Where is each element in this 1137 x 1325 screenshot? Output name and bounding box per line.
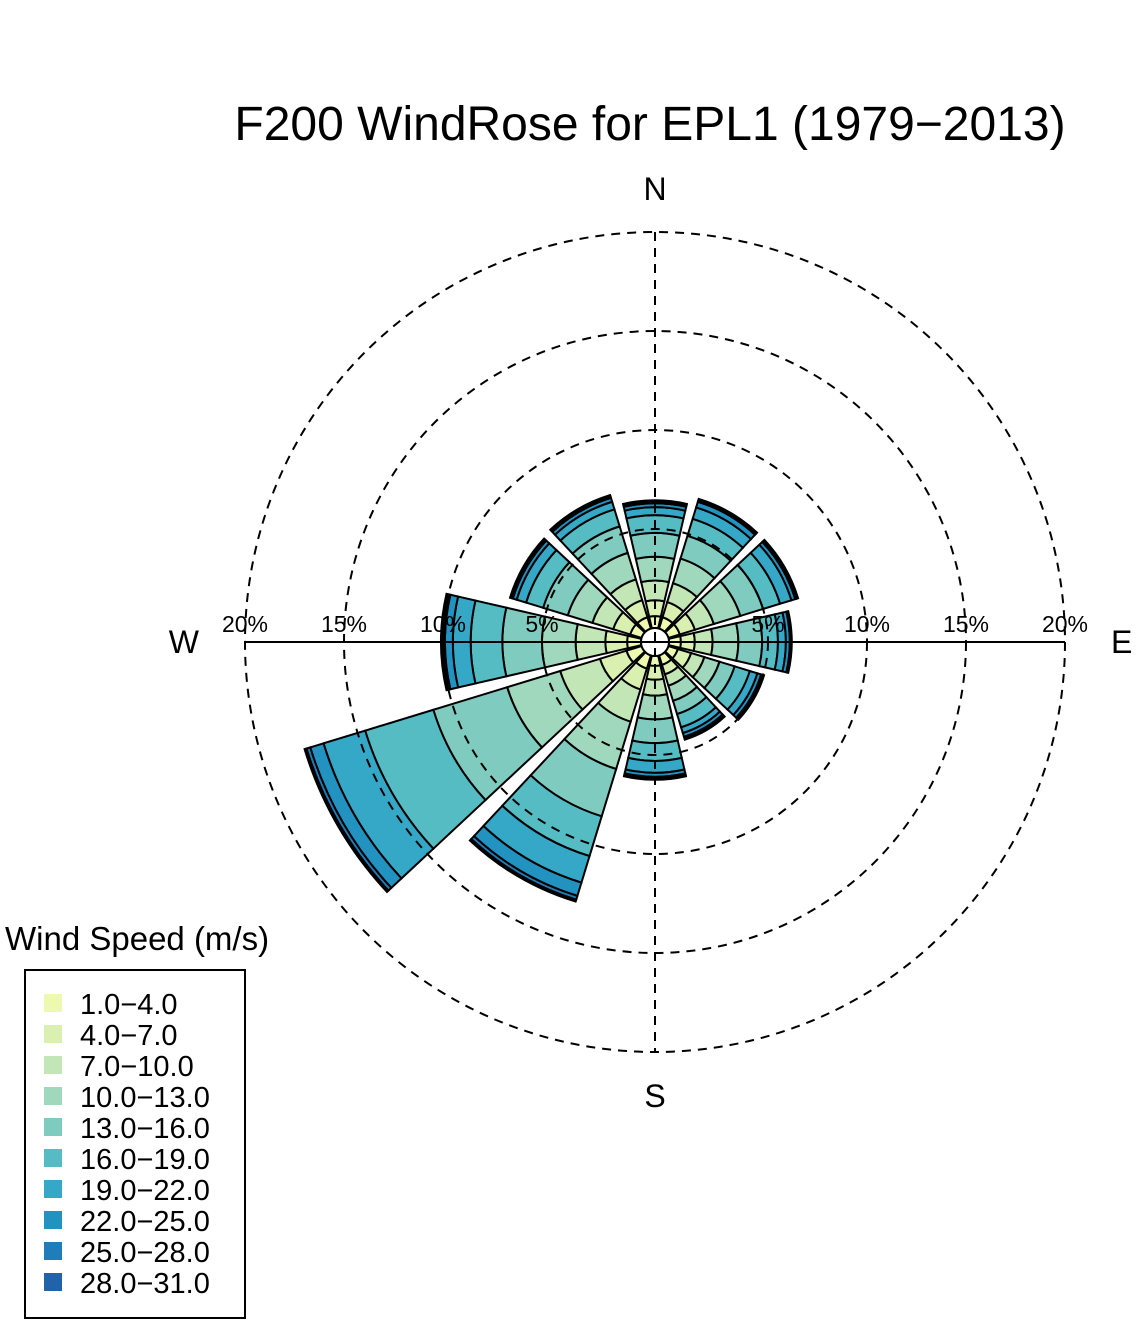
legend-swatch bbox=[44, 1056, 62, 1074]
legend-label: 10.0−13.0 bbox=[80, 1082, 210, 1114]
sector-0-bin-9 bbox=[621, 499, 689, 507]
legend-label: 16.0−19.0 bbox=[80, 1144, 210, 1176]
legend-title: Wind Speed (m/s) bbox=[5, 920, 269, 957]
legend-label: 4.0−7.0 bbox=[80, 1020, 178, 1052]
sector-300-bin-9 bbox=[508, 537, 547, 600]
legend-label: 7.0−10.0 bbox=[80, 1051, 194, 1083]
sector-60-bin-9 bbox=[762, 538, 800, 600]
compass-label-north: N bbox=[643, 171, 666, 207]
legend-label: 1.0−4.0 bbox=[80, 989, 178, 1021]
sector-30-bin-9 bbox=[697, 497, 759, 535]
legend-label: 25.0−28.0 bbox=[80, 1237, 210, 1269]
legend-label: 28.0−31.0 bbox=[80, 1268, 210, 1300]
ring-label-west: 5% bbox=[525, 611, 558, 637]
legend-swatch bbox=[44, 994, 62, 1012]
ring-label-east: 5% bbox=[751, 611, 784, 637]
ring-label-west: 20% bbox=[222, 611, 268, 637]
sector-330-bin-9 bbox=[548, 493, 612, 532]
ring-labels: 5% 5% 10% 10% 15% 15% 20% 20% bbox=[222, 611, 1088, 637]
ring-label-east: 15% bbox=[943, 611, 989, 637]
sector-240-bin-9 bbox=[303, 747, 390, 894]
legend-swatch bbox=[44, 1025, 62, 1043]
legend-swatch bbox=[44, 1211, 62, 1229]
ring-label-west: 15% bbox=[321, 611, 367, 637]
legend-swatch bbox=[44, 1149, 62, 1167]
sector-90-bin-9 bbox=[786, 610, 793, 674]
legend-swatch bbox=[44, 1118, 62, 1136]
legend-label: 13.0−16.0 bbox=[80, 1113, 210, 1145]
compass-label-east: E bbox=[1111, 624, 1132, 660]
ring-label-west: 10% bbox=[420, 611, 466, 637]
legend-swatch bbox=[44, 1242, 62, 1260]
chart-title: F200 WindRose for EPL1 (1979−2013) bbox=[234, 98, 1065, 151]
compass-label-west: W bbox=[169, 624, 200, 660]
wind-sectors bbox=[303, 493, 800, 903]
legend-swatch bbox=[44, 1180, 62, 1198]
ring-label-east: 20% bbox=[1042, 611, 1088, 637]
sector-150-bin-9 bbox=[683, 714, 727, 741]
legend-swatch bbox=[44, 1087, 62, 1105]
legend-label: 22.0−25.0 bbox=[80, 1206, 210, 1238]
legend-label: 19.0−22.0 bbox=[80, 1175, 210, 1207]
sector-270-bin-9 bbox=[440, 592, 450, 692]
legend: 1.0−4.04.0−7.07.0−10.010.0−13.013.0−16.0… bbox=[44, 989, 210, 1300]
legend-swatch bbox=[44, 1273, 62, 1291]
sector-180-bin-9 bbox=[622, 774, 688, 781]
ring-label-east: 10% bbox=[844, 611, 890, 637]
compass-label-south: S bbox=[644, 1078, 665, 1114]
sector-210-bin-9 bbox=[468, 837, 578, 903]
polar-grid bbox=[244, 231, 1066, 1053]
